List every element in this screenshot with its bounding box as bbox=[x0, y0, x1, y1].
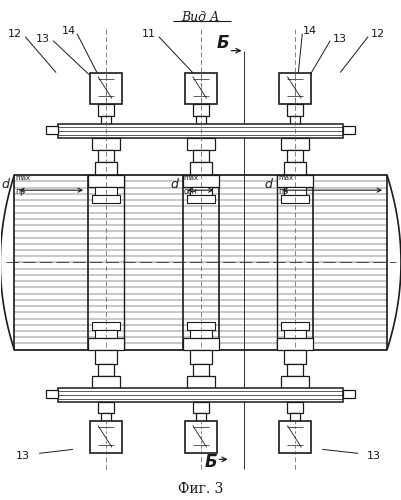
Bar bbox=[284, 330, 306, 338]
Bar bbox=[92, 322, 120, 330]
Bar bbox=[196, 116, 206, 124]
Text: Вид А: Вид А bbox=[181, 11, 220, 24]
Text: 11: 11 bbox=[142, 28, 156, 38]
Text: 13: 13 bbox=[36, 34, 50, 43]
Bar bbox=[288, 150, 303, 162]
Bar bbox=[92, 138, 120, 150]
Text: осн: осн bbox=[184, 186, 198, 196]
Bar bbox=[46, 390, 58, 398]
Bar bbox=[58, 124, 343, 138]
Bar bbox=[187, 138, 215, 150]
Text: $d$: $d$ bbox=[264, 177, 274, 191]
Text: 12: 12 bbox=[371, 28, 385, 38]
Bar bbox=[284, 187, 306, 195]
Bar bbox=[192, 150, 209, 162]
Text: 13: 13 bbox=[333, 34, 347, 43]
Bar bbox=[98, 150, 114, 162]
Bar bbox=[279, 72, 311, 104]
Bar bbox=[282, 322, 309, 330]
Bar bbox=[58, 388, 343, 402]
Bar bbox=[343, 126, 355, 134]
Text: 12: 12 bbox=[8, 28, 22, 38]
Bar bbox=[187, 195, 215, 203]
Text: max: max bbox=[15, 175, 30, 181]
Bar bbox=[90, 72, 122, 104]
Bar bbox=[277, 175, 313, 187]
Bar bbox=[187, 376, 215, 388]
Text: 14: 14 bbox=[303, 26, 317, 36]
Text: 14: 14 bbox=[62, 26, 76, 36]
Bar bbox=[190, 162, 212, 176]
Bar bbox=[279, 422, 311, 454]
Bar bbox=[282, 376, 309, 388]
Text: Фиг. 3: Фиг. 3 bbox=[178, 482, 223, 496]
Bar bbox=[192, 402, 209, 413]
Text: 13: 13 bbox=[367, 452, 381, 462]
Bar bbox=[282, 195, 309, 203]
Text: $d$: $d$ bbox=[170, 177, 180, 191]
Bar bbox=[290, 414, 300, 422]
Bar bbox=[185, 422, 217, 454]
Bar bbox=[92, 195, 120, 203]
Bar bbox=[190, 350, 212, 364]
Bar bbox=[90, 422, 122, 454]
Bar bbox=[101, 414, 111, 422]
Bar bbox=[196, 414, 206, 422]
Bar bbox=[95, 330, 117, 338]
Text: пр: пр bbox=[15, 186, 25, 196]
Bar bbox=[95, 350, 117, 364]
Bar bbox=[288, 104, 303, 117]
Bar bbox=[192, 104, 209, 117]
Bar bbox=[88, 175, 124, 187]
Text: max: max bbox=[278, 175, 294, 181]
Bar bbox=[98, 402, 114, 413]
Bar bbox=[183, 338, 219, 349]
Bar bbox=[288, 402, 303, 413]
Text: Б: Б bbox=[216, 34, 229, 52]
Text: max: max bbox=[184, 175, 199, 181]
Text: пр: пр bbox=[278, 186, 288, 196]
Bar bbox=[288, 364, 303, 376]
Bar bbox=[98, 104, 114, 117]
Text: $d$: $d$ bbox=[1, 177, 11, 191]
Bar bbox=[101, 116, 111, 124]
Bar bbox=[190, 187, 212, 195]
Bar bbox=[95, 187, 117, 195]
Bar bbox=[185, 72, 217, 104]
Bar bbox=[282, 138, 309, 150]
Bar bbox=[88, 338, 124, 349]
Bar bbox=[284, 162, 306, 176]
Bar bbox=[190, 330, 212, 338]
Bar bbox=[290, 116, 300, 124]
Bar bbox=[277, 338, 313, 349]
Text: Б: Б bbox=[204, 454, 217, 471]
Bar bbox=[192, 364, 209, 376]
Bar bbox=[183, 175, 219, 187]
Bar bbox=[95, 162, 117, 176]
Bar bbox=[343, 390, 355, 398]
Bar bbox=[92, 376, 120, 388]
Bar bbox=[187, 322, 215, 330]
Bar bbox=[98, 364, 114, 376]
Text: 13: 13 bbox=[16, 452, 30, 462]
Bar bbox=[284, 350, 306, 364]
Bar bbox=[46, 126, 58, 134]
